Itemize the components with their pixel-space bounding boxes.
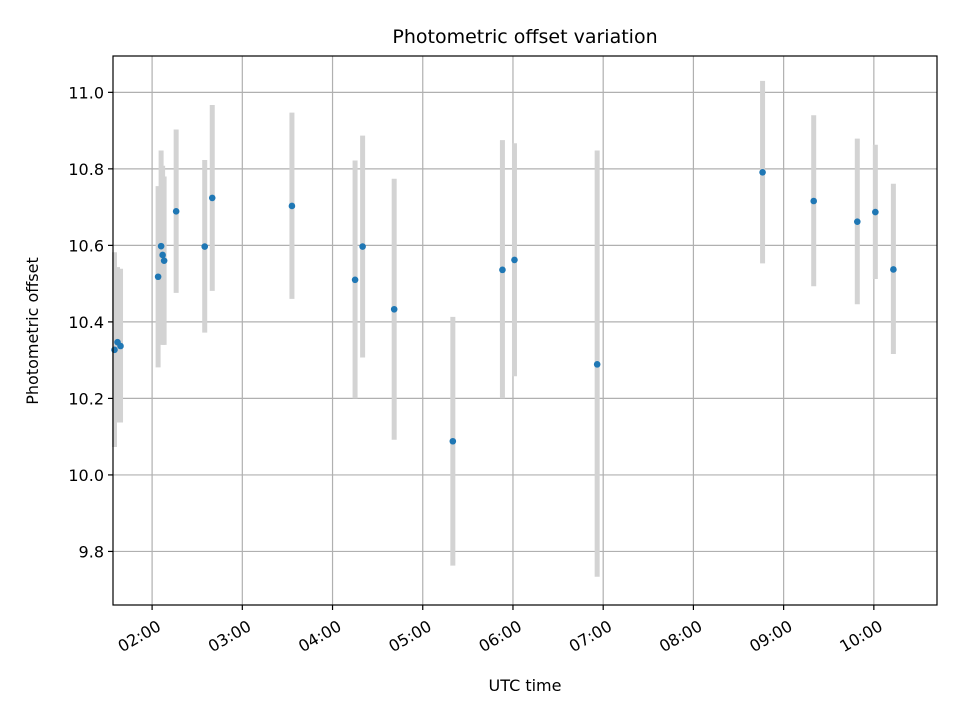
x-tick-label: 06:00	[476, 616, 525, 656]
x-axis-label: UTC time	[489, 676, 562, 695]
data-point	[172, 208, 180, 215]
x-tick-label: 09:00	[746, 616, 795, 656]
x-tick-label: 08:00	[656, 616, 705, 656]
data-point	[157, 242, 165, 250]
data-point	[593, 361, 601, 368]
y-tick-label: 10.8	[68, 160, 104, 179]
data-point	[111, 346, 118, 354]
y-tick-label: 10.6	[68, 236, 104, 255]
data-point	[159, 251, 166, 259]
data-point	[208, 194, 216, 202]
x-tick-label: 02:00	[115, 616, 164, 656]
error-bars	[112, 80, 896, 577]
y-tick-label: 10.4	[68, 313, 104, 332]
x-tick-label: 04:00	[295, 616, 344, 656]
x-tick-label: 03:00	[205, 616, 254, 656]
data-point	[288, 202, 296, 210]
y-axis-ticks: 9.8 10.0 10.2 10.4 10.6 10.8 11.0	[68, 83, 113, 561]
y-tick-label: 10.0	[68, 466, 104, 485]
data-point	[351, 276, 359, 284]
x-tick-label: 07:00	[566, 616, 615, 656]
data-point	[154, 273, 162, 281]
data-points	[111, 169, 897, 445]
data-point	[201, 243, 209, 250]
data-point	[810, 197, 818, 205]
plot-frame	[112, 55, 938, 606]
data-point	[854, 218, 861, 225]
y-tick-label: 10.2	[68, 389, 104, 408]
data-point	[511, 256, 518, 264]
y-tick-label: 9.8	[79, 542, 104, 561]
chart-title: Photometric offset variation	[392, 26, 657, 48]
data-point	[117, 342, 124, 350]
x-tick-label: 05:00	[385, 616, 434, 656]
data-point	[390, 305, 398, 313]
x-axis-ticks: 02:00 03:00 04:00 05:00 06:00 07:00 08:00 09:00…	[115, 605, 886, 656]
data-point	[499, 266, 506, 274]
y-axis-label: Photometric offset	[23, 257, 42, 405]
data-point	[359, 243, 366, 250]
data-point	[449, 437, 457, 445]
y-tick-label: 11.0	[68, 83, 104, 102]
data-point	[759, 169, 766, 176]
x-tick-label: 10:00	[836, 616, 885, 656]
data-point	[890, 266, 897, 273]
data-point	[872, 208, 879, 216]
data-point	[160, 257, 168, 264]
